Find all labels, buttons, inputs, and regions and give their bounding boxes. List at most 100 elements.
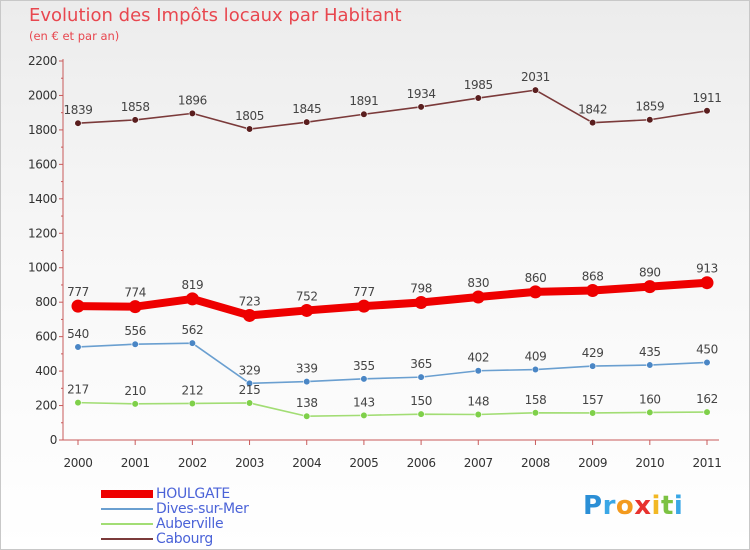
data-point-houlgate: [586, 283, 600, 297]
data-label-cabourg: 1845: [292, 102, 321, 116]
data-label-auberville: 143: [353, 395, 375, 409]
y-tick-label: 1000: [28, 261, 57, 275]
y-tick-label: 1800: [28, 123, 57, 137]
data-point-auberville: [360, 411, 368, 419]
data-label-dives-sur-mer: 409: [525, 350, 547, 364]
x-tick-label: 2009: [578, 456, 607, 470]
x-tick-label: 2005: [349, 456, 378, 470]
data-label-cabourg: 1911: [693, 91, 722, 105]
data-point-auberville: [74, 399, 82, 407]
data-point-cabourg: [417, 103, 425, 111]
y-tick-label: 2000: [28, 88, 57, 102]
data-label-houlgate: 777: [353, 285, 375, 299]
logo-letter: t: [660, 491, 674, 521]
data-label-houlgate: 860: [525, 271, 547, 285]
data-label-auberville: 157: [582, 393, 604, 407]
data-label-houlgate: 913: [696, 262, 718, 276]
legend-swatch: [101, 508, 153, 510]
data-point-houlgate: [700, 276, 714, 290]
data-label-dives-sur-mer: 429: [582, 346, 604, 360]
data-label-cabourg: 1839: [64, 103, 93, 117]
data-point-auberville: [474, 410, 482, 419]
data-label-houlgate: 752: [296, 289, 318, 303]
data-point-houlgate: [643, 280, 657, 294]
logo-letter: P: [583, 491, 603, 521]
data-point-dives-sur-mer: [245, 379, 254, 387]
data-label-cabourg: 1891: [349, 94, 378, 108]
data-point-auberville: [417, 410, 425, 418]
data-point-dives-sur-mer: [703, 358, 711, 367]
data-label-cabourg: 1858: [121, 100, 150, 114]
data-label-cabourg: 1896: [178, 93, 207, 107]
x-tick-label: 2007: [464, 456, 493, 470]
data-point-cabourg: [188, 109, 196, 117]
legend-swatch: [101, 490, 153, 498]
logo-letter: x: [634, 491, 652, 521]
data-point-houlgate: [243, 308, 257, 322]
data-point-houlgate: [71, 299, 85, 313]
data-point-auberville: [589, 409, 597, 417]
data-point-dives-sur-mer: [417, 373, 425, 381]
data-point-dives-sur-mer: [74, 343, 82, 351]
data-label-auberville: 210: [124, 384, 146, 398]
logo-letter: i: [651, 491, 661, 521]
data-point-dives-sur-mer: [360, 375, 368, 383]
data-label-dives-sur-mer: 556: [124, 324, 146, 338]
data-label-cabourg: 1934: [407, 87, 436, 101]
x-tick-label: 2000: [64, 456, 93, 470]
data-point-cabourg: [303, 118, 311, 126]
data-label-cabourg: 1842: [578, 103, 607, 117]
data-label-houlgate: 819: [182, 278, 204, 292]
data-point-dives-sur-mer: [589, 362, 597, 370]
data-point-houlgate: [528, 285, 542, 299]
x-tick-label: 2010: [635, 456, 664, 470]
legend-label: Dives-sur-Mer: [156, 501, 249, 517]
chart-subtitle: (en € et par an): [29, 29, 120, 43]
data-label-dives-sur-mer: 402: [467, 351, 489, 365]
data-point-cabourg: [245, 125, 254, 133]
x-tick-label: 2003: [235, 456, 264, 470]
legend-label: HOULGATE: [156, 486, 230, 502]
data-label-auberville: 138: [296, 396, 318, 410]
data-point-houlgate: [185, 292, 199, 306]
data-label-houlgate: 890: [639, 266, 661, 280]
data-label-dives-sur-mer: 450: [696, 342, 718, 356]
data-point-auberville: [188, 399, 196, 408]
legend-label: Auberville: [156, 516, 224, 532]
data-point-cabourg: [74, 119, 82, 127]
y-tick-label: 0: [50, 433, 57, 447]
x-tick-label: 2004: [292, 456, 321, 470]
data-point-cabourg: [589, 119, 597, 127]
data-point-houlgate: [414, 296, 428, 310]
data-label-houlgate: 723: [239, 294, 261, 308]
data-label-auberville: 150: [410, 394, 432, 408]
data-point-cabourg: [360, 110, 368, 118]
data-label-houlgate: 777: [67, 285, 89, 299]
data-point-auberville: [646, 408, 654, 417]
x-tick-label: 2006: [407, 456, 436, 470]
data-label-cabourg: 2031: [521, 70, 550, 84]
data-label-houlgate: 798: [410, 282, 432, 296]
y-tick-label: 2200: [28, 54, 57, 68]
series-line-auberville: [77, 401, 708, 418]
data-label-auberville: 217: [67, 383, 89, 397]
data-label-dives-sur-mer: 355: [353, 359, 375, 373]
data-point-dives-sur-mer: [474, 367, 482, 375]
data-point-dives-sur-mer: [188, 339, 196, 347]
data-label-houlgate: 774: [124, 286, 146, 300]
data-point-cabourg: [646, 116, 654, 124]
legend-swatch: [101, 523, 153, 525]
line-chart: 0 200 400 600 800 1000 1200 1400 1600 1800 2000 220…: [28, 54, 722, 470]
data-label-dives-sur-mer: 365: [410, 357, 432, 371]
data-point-auberville: [245, 399, 254, 407]
data-label-auberville: 215: [239, 383, 261, 397]
data-label-houlgate: 868: [582, 269, 604, 283]
data-label-auberville: 148: [467, 395, 489, 409]
series-line-dives-sur-mer: [77, 342, 708, 385]
y-tick-label: 800: [35, 295, 57, 309]
y-tick-label: 400: [35, 364, 57, 378]
data-point-cabourg: [474, 94, 482, 102]
data-point-houlgate: [357, 299, 371, 313]
data-label-auberville: 158: [525, 393, 547, 407]
